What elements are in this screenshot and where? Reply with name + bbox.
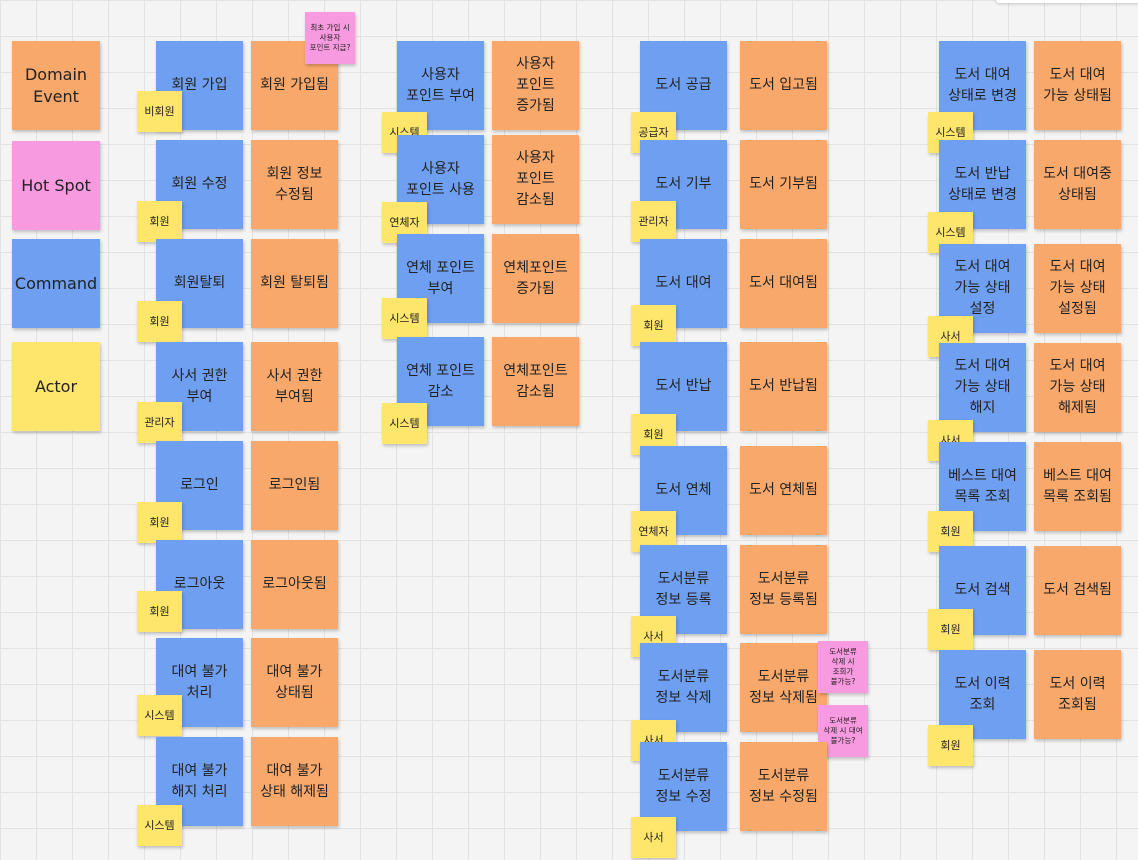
- command-sticky[interactable]: 도서 대여 가능 상태 해지: [939, 343, 1026, 432]
- actor-sticky[interactable]: 회원: [631, 305, 676, 346]
- legend-command[interactable]: Command: [12, 239, 100, 328]
- legend-actor[interactable]: Actor: [12, 342, 100, 431]
- domain-event-sticky[interactable]: 사용자 포인트 감소됨: [492, 135, 579, 224]
- actor-sticky[interactable]: 사서: [631, 817, 676, 858]
- domain-event-sticky[interactable]: 로그인됨: [251, 441, 338, 530]
- command-sticky[interactable]: 도서 이력 조회: [939, 650, 1026, 739]
- domain-event-sticky[interactable]: 대여 불가 상태 해제됨: [251, 737, 338, 826]
- legend-domain-event[interactable]: Domain Event: [12, 41, 100, 130]
- hot-spot-sticky[interactable]: 최초 가입 시 사용자 포인트 지급?: [305, 12, 355, 64]
- domain-event-sticky[interactable]: 연체포인트 증가됨: [492, 234, 579, 323]
- actor-sticky[interactable]: 시스템: [137, 805, 182, 846]
- actor-sticky[interactable]: 회원: [928, 725, 973, 766]
- hot-spot-sticky[interactable]: 도서분류 삭제 시 조회가 불가능?: [818, 641, 868, 693]
- domain-event-sticky[interactable]: 베스트 대여 목록 조회됨: [1034, 442, 1121, 531]
- domain-event-sticky[interactable]: 도서 이력 조회됨: [1034, 650, 1121, 739]
- domain-event-sticky[interactable]: 도서 입고됨: [740, 41, 827, 130]
- actor-sticky[interactable]: 관리자: [631, 201, 676, 242]
- domain-event-sticky[interactable]: 사용자 포인트 증가됨: [492, 41, 579, 130]
- actor-sticky[interactable]: 회원: [928, 511, 973, 552]
- actor-sticky[interactable]: 회원: [137, 591, 182, 632]
- domain-event-sticky[interactable]: 도서 기부됨: [740, 140, 827, 229]
- domain-event-sticky[interactable]: 도서 대여 가능 상태 해제됨: [1034, 343, 1121, 432]
- toolbar-edge: [996, 0, 1138, 3]
- domain-event-sticky[interactable]: 도서분류 정보 수정됨: [740, 742, 827, 831]
- command-sticky[interactable]: 회원탈퇴: [156, 239, 243, 328]
- command-sticky[interactable]: 도서분류 정보 수정: [640, 742, 727, 831]
- command-sticky[interactable]: 도서 연체: [640, 446, 727, 535]
- domain-event-sticky[interactable]: 회원 탈퇴됨: [251, 239, 338, 328]
- domain-event-sticky[interactable]: 도서 연체됨: [740, 446, 827, 535]
- domain-event-sticky[interactable]: 도서 대여 가능 상태됨: [1034, 41, 1121, 130]
- actor-sticky[interactable]: 시스템: [382, 403, 427, 444]
- domain-event-sticky[interactable]: 도서 대여됨: [740, 239, 827, 328]
- actor-sticky[interactable]: 회원: [137, 201, 182, 242]
- domain-event-sticky[interactable]: 연체포인트 감소됨: [492, 337, 579, 426]
- domain-event-sticky[interactable]: 로그아웃됨: [251, 540, 338, 629]
- domain-event-sticky[interactable]: 도서 반납됨: [740, 342, 827, 431]
- actor-sticky[interactable]: 관리자: [137, 402, 182, 443]
- command-sticky[interactable]: 도서 대여: [640, 239, 727, 328]
- domain-event-sticky[interactable]: 도서분류 정보 등록됨: [740, 545, 827, 634]
- actor-sticky[interactable]: 회원: [928, 609, 973, 650]
- domain-event-sticky[interactable]: 도서 대여 가능 상태 설정됨: [1034, 244, 1121, 333]
- command-sticky[interactable]: 도서분류 정보 삭제: [640, 643, 727, 732]
- actor-sticky[interactable]: 시스템: [382, 298, 427, 339]
- legend-hot-spot[interactable]: Hot Spot: [12, 141, 100, 230]
- actor-sticky[interactable]: 비회원: [137, 91, 182, 132]
- actor-sticky[interactable]: 회원: [137, 502, 182, 543]
- command-sticky[interactable]: 도서 공급: [640, 41, 727, 130]
- command-sticky[interactable]: 도서분류 정보 등록: [640, 545, 727, 634]
- domain-event-sticky[interactable]: 회원 정보 수정됨: [251, 140, 338, 229]
- domain-event-sticky[interactable]: 사서 권한 부여됨: [251, 342, 338, 431]
- domain-event-sticky[interactable]: 도서 검색됨: [1034, 546, 1121, 635]
- domain-event-sticky[interactable]: 도서분류 정보 삭제됨: [740, 643, 827, 732]
- domain-event-sticky[interactable]: 대여 불가 상태됨: [251, 638, 338, 727]
- actor-sticky[interactable]: 회원: [137, 301, 182, 342]
- domain-event-sticky[interactable]: 도서 대여중 상태됨: [1034, 140, 1121, 229]
- actor-sticky[interactable]: 시스템: [137, 695, 182, 736]
